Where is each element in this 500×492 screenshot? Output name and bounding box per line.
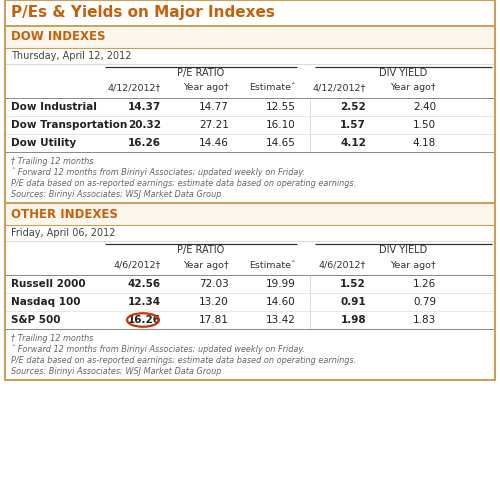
Text: P/E data based on as-reported earnings; estimate data based on operating earning: P/E data based on as-reported earnings; … bbox=[11, 356, 356, 365]
Text: 2.40: 2.40 bbox=[413, 102, 436, 112]
Text: DIV YIELD: DIV YIELD bbox=[380, 68, 428, 78]
Text: 72.03: 72.03 bbox=[199, 279, 229, 289]
Bar bbox=[5, 0, 495, 26]
Text: DIV YIELD: DIV YIELD bbox=[380, 245, 428, 255]
Text: 14.37: 14.37 bbox=[128, 102, 161, 112]
Text: Year ago†: Year ago† bbox=[183, 84, 229, 92]
Text: 4/12/2012†: 4/12/2012† bbox=[312, 84, 366, 92]
Text: Year ago†: Year ago† bbox=[390, 260, 436, 270]
Text: 4/6/2012†: 4/6/2012† bbox=[318, 260, 366, 270]
Bar bbox=[5, 311, 495, 329]
Bar bbox=[5, 78, 495, 98]
Bar bbox=[5, 241, 495, 255]
Text: 0.91: 0.91 bbox=[340, 297, 366, 307]
Text: 16.10: 16.10 bbox=[266, 120, 296, 130]
Text: P/E RATIO: P/E RATIO bbox=[178, 245, 224, 255]
Text: 1.57: 1.57 bbox=[340, 120, 366, 130]
Text: 4.12: 4.12 bbox=[340, 138, 366, 148]
Bar bbox=[5, 255, 495, 275]
Text: 1.98: 1.98 bbox=[340, 315, 366, 325]
Text: Russell 2000: Russell 2000 bbox=[11, 279, 86, 289]
Text: 13.42: 13.42 bbox=[266, 315, 296, 325]
Text: Nasdaq 100: Nasdaq 100 bbox=[11, 297, 80, 307]
Text: Estimateˆ: Estimateˆ bbox=[249, 84, 296, 92]
Text: 14.46: 14.46 bbox=[199, 138, 229, 148]
Text: 13.20: 13.20 bbox=[199, 297, 229, 307]
Text: Friday, April 06, 2012: Friday, April 06, 2012 bbox=[11, 228, 116, 238]
Text: 42.56: 42.56 bbox=[128, 279, 161, 289]
Text: 4/6/2012†: 4/6/2012† bbox=[114, 260, 161, 270]
Text: Sources: Birinyi Associates; WSJ Market Data Group: Sources: Birinyi Associates; WSJ Market … bbox=[11, 190, 222, 199]
Text: Dow Utility: Dow Utility bbox=[11, 138, 76, 148]
Bar bbox=[5, 116, 495, 134]
Text: † Trailing 12 months: † Trailing 12 months bbox=[11, 334, 94, 343]
Bar bbox=[5, 64, 495, 78]
Text: P/Es & Yields on Major Indexes: P/Es & Yields on Major Indexes bbox=[11, 5, 275, 21]
Text: 1.50: 1.50 bbox=[413, 120, 436, 130]
Text: 16.26: 16.26 bbox=[128, 315, 161, 325]
Bar bbox=[5, 48, 495, 64]
Text: 14.77: 14.77 bbox=[199, 102, 229, 112]
Text: 1.83: 1.83 bbox=[413, 315, 436, 325]
Text: 1.26: 1.26 bbox=[413, 279, 436, 289]
Text: Year ago†: Year ago† bbox=[183, 260, 229, 270]
Text: 4/12/2012†: 4/12/2012† bbox=[108, 84, 161, 92]
Text: Thursday, April 12, 2012: Thursday, April 12, 2012 bbox=[11, 51, 132, 61]
Bar bbox=[5, 0, 495, 380]
Text: † Trailing 12 months: † Trailing 12 months bbox=[11, 157, 94, 166]
Text: Dow Industrial: Dow Industrial bbox=[11, 102, 97, 112]
Text: P/E RATIO: P/E RATIO bbox=[178, 68, 224, 78]
Text: 19.99: 19.99 bbox=[266, 279, 296, 289]
Bar bbox=[5, 26, 495, 48]
Text: 1.52: 1.52 bbox=[340, 279, 366, 289]
Text: ˆ Forward 12 months from Birinyi Associates; updated weekly on Friday.: ˆ Forward 12 months from Birinyi Associa… bbox=[11, 345, 305, 354]
Bar bbox=[5, 225, 495, 241]
Text: 0.79: 0.79 bbox=[413, 297, 436, 307]
Text: 4.18: 4.18 bbox=[413, 138, 436, 148]
Bar bbox=[5, 203, 495, 225]
Text: 14.65: 14.65 bbox=[266, 138, 296, 148]
Text: OTHER INDEXES: OTHER INDEXES bbox=[11, 208, 118, 220]
Text: 20.32: 20.32 bbox=[128, 120, 161, 130]
Text: P/E data based on as-reported earnings; estimate data based on operating earning: P/E data based on as-reported earnings; … bbox=[11, 179, 356, 188]
Text: Dow Transportation: Dow Transportation bbox=[11, 120, 127, 130]
Text: 14.60: 14.60 bbox=[266, 297, 296, 307]
Text: ˆ Forward 12 months from Birinyi Associates; updated weekly on Friday.: ˆ Forward 12 months from Birinyi Associa… bbox=[11, 168, 305, 177]
Bar bbox=[5, 134, 495, 152]
Bar bbox=[5, 275, 495, 293]
Text: 27.21: 27.21 bbox=[199, 120, 229, 130]
Text: 2.52: 2.52 bbox=[340, 102, 366, 112]
Text: 12.34: 12.34 bbox=[128, 297, 161, 307]
Text: Sources: Birinyi Associates; WSJ Market Data Group: Sources: Birinyi Associates; WSJ Market … bbox=[11, 367, 222, 376]
Text: 16.26: 16.26 bbox=[128, 138, 161, 148]
Text: 17.81: 17.81 bbox=[199, 315, 229, 325]
Text: DOW INDEXES: DOW INDEXES bbox=[11, 31, 106, 43]
Bar bbox=[5, 98, 495, 116]
Text: Estimateˆ: Estimateˆ bbox=[249, 260, 296, 270]
Text: 12.55: 12.55 bbox=[266, 102, 296, 112]
Text: S&P 500: S&P 500 bbox=[11, 315, 60, 325]
Text: Year ago†: Year ago† bbox=[390, 84, 436, 92]
Bar bbox=[5, 293, 495, 311]
